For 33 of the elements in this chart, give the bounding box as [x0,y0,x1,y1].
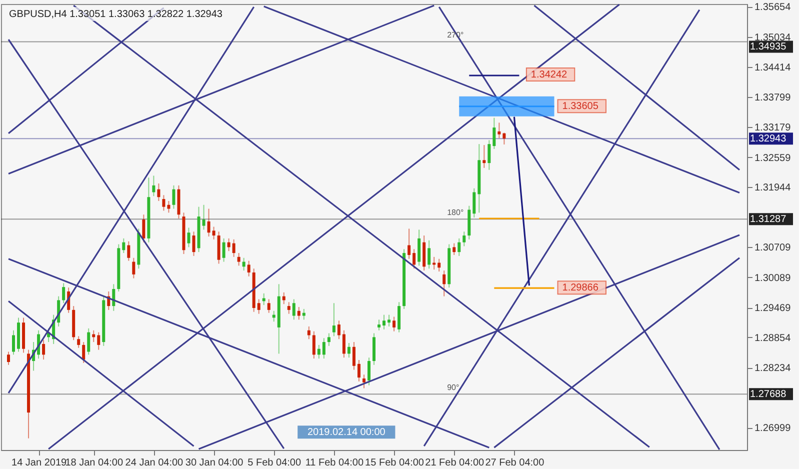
ref-line-label: 1.34935 [750,42,787,53]
annotation: 1.29866 [562,282,599,294]
y-tick-label: 1.28854 [754,332,792,344]
x-tick-label: 21 Feb 04:00 [425,458,485,468]
y-tick-label: 1.34414 [754,62,792,74]
ref-line-label: 1.27688 [750,389,787,400]
x-tick-label: 5 Feb 04:00 [248,458,302,468]
ref-line-label: 1.32943 [750,134,787,145]
annotation: 1.34242 [530,69,568,80]
annotation: 1.33605 [562,101,599,112]
y-tick-label: 1.28234 [754,363,792,374]
y-tick-label: 1.33799 [754,92,792,104]
x-tick-label: 15 Feb 04:00 [365,458,424,468]
x-tick-label: 11 Feb 04:00 [305,458,364,468]
text: GBPUSD,H4 1.33051 1.33063 1.32822 1.32943 [9,9,223,20]
x-tick-label: 27 Feb 04:00 [485,458,545,468]
x-tick-label: 18 Jan 04:00 [65,458,124,468]
y-tick-label: 1.30709 [754,242,792,254]
y-tick-label: 1.33179 [754,122,792,134]
y-tick-label: 1.30089 [754,272,792,284]
x-tick-label: 24 Jan 04:00 [125,458,184,468]
y-tick-label: 1.31944 [754,182,792,194]
x-tick-label: 14 Jan 2019 [12,458,67,468]
ref-line-label: 1.31287 [750,214,787,226]
annotation: 90° [447,383,460,392]
annotation: 180° [447,208,464,218]
annotation: 2019.02.14 00:00 [307,427,386,438]
y-tick-label: 1.35654 [754,2,792,14]
y-tick-label: 1.35034 [754,32,792,44]
y-tick-label: 1.29469 [754,303,792,314]
y-tick-label: 1.26999 [754,423,792,434]
x-tick-label: 30 Jan 04:00 [185,458,244,468]
y-tick-label: 1.32559 [754,152,792,164]
